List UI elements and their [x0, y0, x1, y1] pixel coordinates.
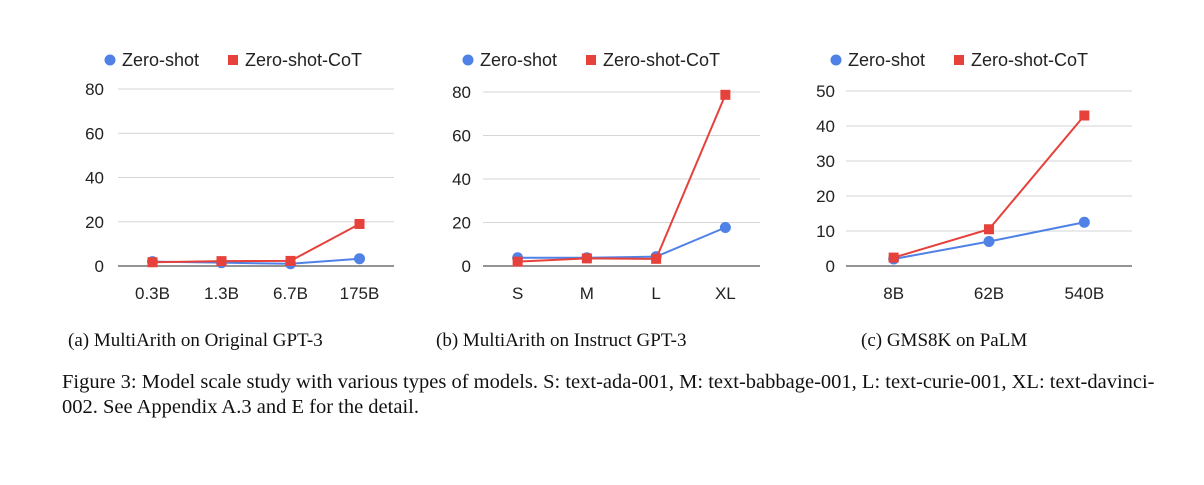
zero-shot-cot-point-c — [1079, 110, 1090, 121]
legend-zero-shot-cot-icon — [954, 55, 964, 65]
legend-zero-shot-label: Zero-shot — [848, 50, 925, 70]
x-tick-label-b: S — [512, 284, 523, 303]
x-tick-label-a: 1.3B — [204, 284, 239, 303]
zero-shot-cot-point-b — [581, 253, 592, 264]
zero-shot-cot-point-b — [720, 89, 731, 100]
y-tick-label-a: 0 — [95, 257, 104, 276]
legend-zero-shot-label: Zero-shot — [122, 50, 199, 70]
x-tick-label-c: 8B — [883, 284, 904, 303]
legend-zero-shot-cot-label: Zero-shot-CoT — [971, 50, 1088, 70]
y-tick-label-a: 60 — [85, 124, 104, 143]
zero-shot-cot-point-c — [984, 224, 994, 235]
y-tick-label-c: 10 — [816, 222, 835, 241]
zero-shot-cot-point-b — [512, 256, 523, 267]
x-tick-label-b: L — [651, 284, 660, 303]
y-tick-label-b: 40 — [452, 170, 471, 189]
y-tick-label-c: 0 — [826, 257, 835, 276]
zero-shot-cot-point-a — [285, 255, 296, 266]
zero-shot-cot-point-c — [888, 252, 899, 263]
y-tick-label-c: 40 — [816, 117, 835, 136]
y-tick-label-a: 40 — [85, 169, 104, 188]
y-tick-label-b: 80 — [452, 83, 471, 102]
zero-shot-cot-point-b — [651, 253, 662, 264]
y-tick-label-c: 30 — [816, 152, 835, 171]
x-tick-label-a: 0.3B — [135, 284, 170, 303]
zero-shot-point-c — [983, 236, 995, 247]
legend-zero-shot-icon — [104, 54, 116, 66]
zero-shot-cot-point-a — [147, 257, 158, 268]
subcaption-a: (a) MultiArith on Original GPT-3 — [68, 330, 323, 351]
subcaption-c: (c) GMS8K on PaLM — [861, 330, 1028, 351]
y-tick-label-b: 0 — [462, 257, 471, 276]
y-tick-label-b: 60 — [452, 127, 471, 146]
legend-zero-shot-icon — [462, 54, 474, 66]
y-tick-label-b: 20 — [452, 214, 471, 233]
legend-zero-shot-cot-label: Zero-shot-CoT — [603, 50, 720, 70]
legend-zero-shot-label: Zero-shot — [480, 50, 557, 70]
x-tick-label-a: 6.7B — [273, 284, 308, 303]
subcaption-b: (b) MultiArith on Instruct GPT-3 — [436, 330, 687, 351]
zero-shot-line-b — [517, 226, 726, 259]
zero-shot-point-a — [354, 253, 365, 265]
legend-zero-shot-cot-label: Zero-shot-CoT — [245, 50, 362, 70]
figure-caption: Figure 3: Model scale study with various… — [62, 371, 1155, 418]
zero-shot-cot-line-b — [517, 94, 727, 263]
x-tick-label-b: M — [580, 284, 594, 303]
zero-shot-point-b — [719, 222, 731, 234]
charts-area: 80 60 40 20 0 0.3B 1.3B 6.7B 175B Zero-shot Zero-s… — [85, 50, 1132, 303]
zero-shot-cot-point-a — [354, 218, 365, 229]
legend-zero-shot-icon — [830, 54, 842, 66]
y-tick-label-a: 80 — [85, 80, 104, 99]
x-tick-label-a: 175B — [340, 284, 380, 303]
x-tick-label-c: 62B — [974, 284, 1004, 303]
y-tick-label-c: 20 — [816, 187, 835, 206]
zero-shot-cot-line-a — [152, 223, 360, 264]
zero-shot-point-c — [1078, 216, 1090, 228]
y-tick-label-a: 20 — [85, 213, 104, 232]
legend-zero-shot-cot-icon — [228, 55, 238, 65]
y-tick-label-c: 50 — [816, 82, 835, 101]
x-tick-label-b: XL — [715, 284, 736, 303]
zero-shot-cot-point-a — [216, 256, 227, 267]
legend-zero-shot-cot-icon — [586, 55, 596, 65]
x-tick-label-c: 540B — [1064, 284, 1104, 303]
